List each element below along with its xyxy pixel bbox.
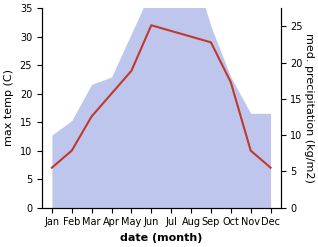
X-axis label: date (month): date (month) [120, 233, 203, 243]
Y-axis label: med. precipitation (kg/m2): med. precipitation (kg/m2) [304, 33, 314, 183]
Y-axis label: max temp (C): max temp (C) [4, 69, 14, 146]
